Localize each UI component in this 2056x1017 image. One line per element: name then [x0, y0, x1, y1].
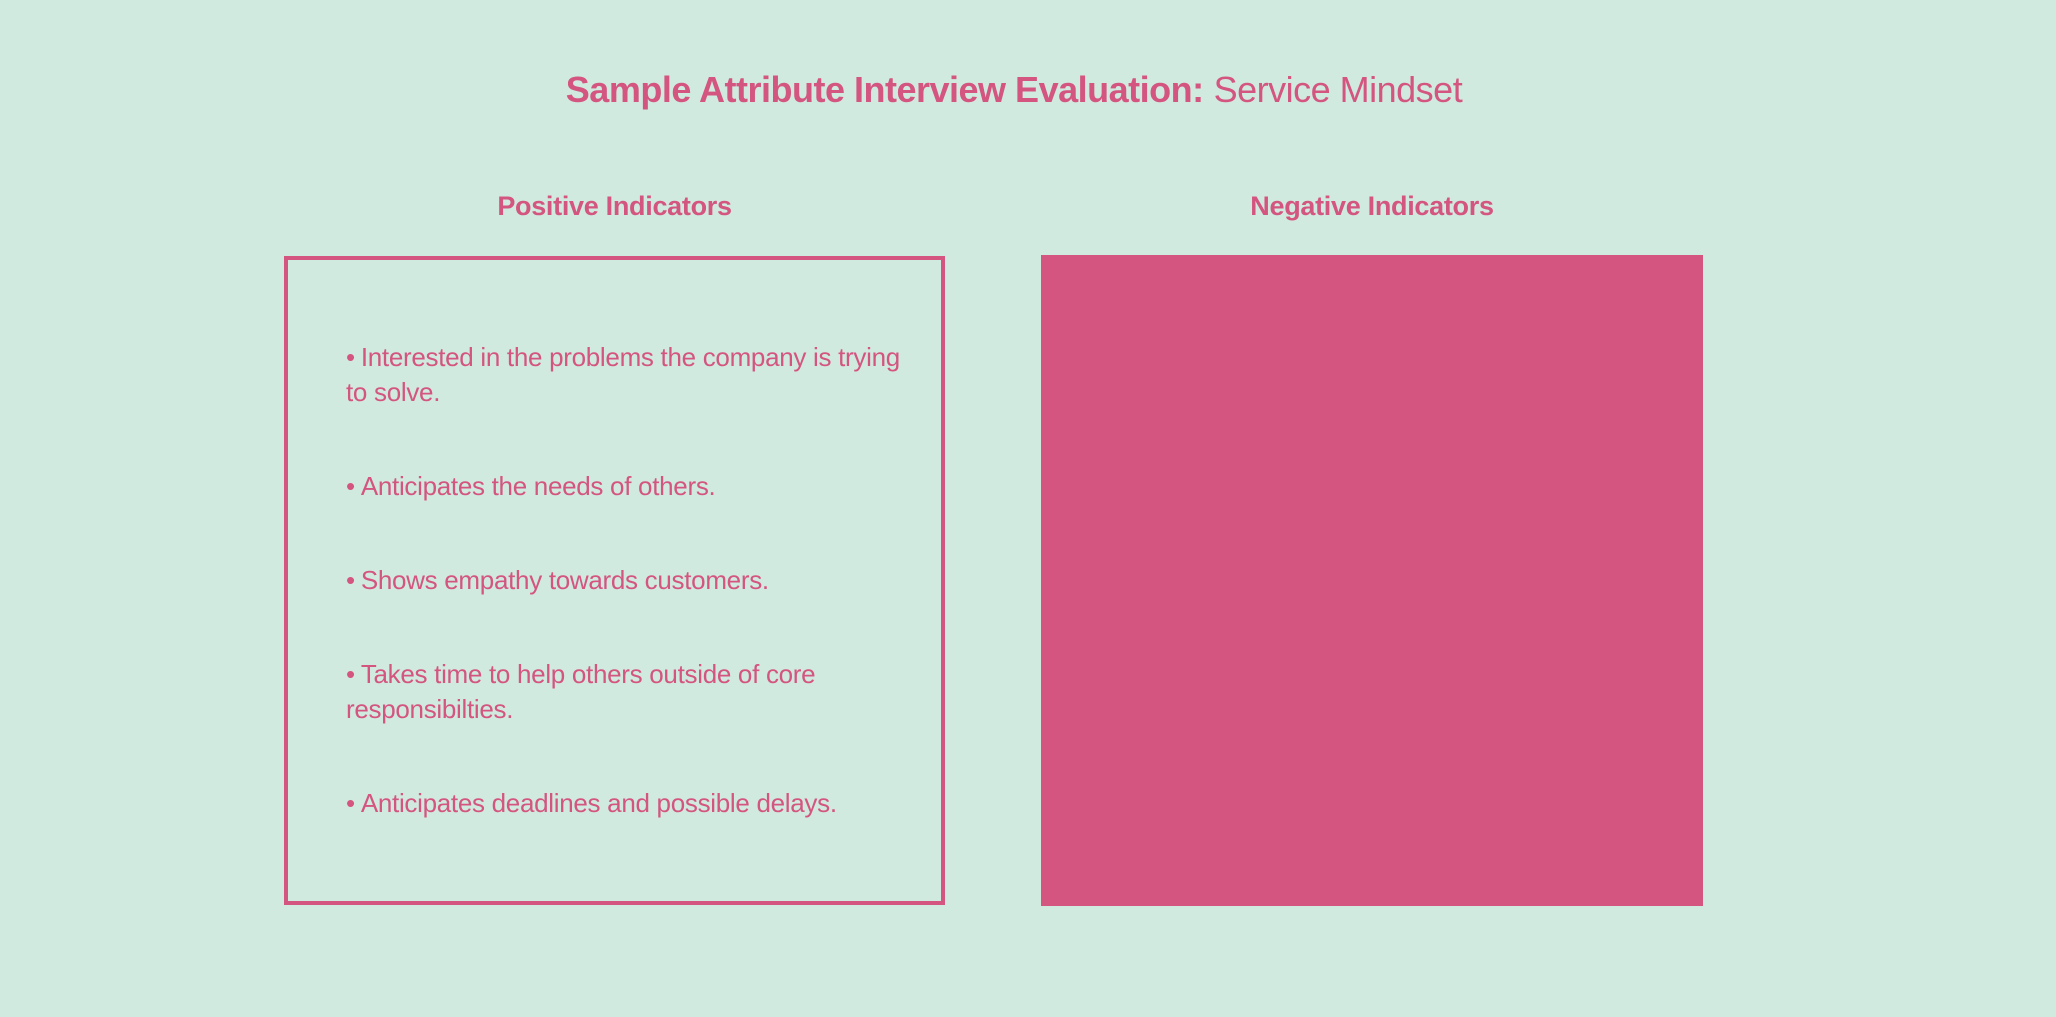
bullet-icon: • [346, 788, 355, 818]
page-title: Sample Attribute Interview Evaluation: Se… [0, 66, 2028, 114]
indicator-text: Anticipates the needs of others. [360, 471, 716, 501]
bullet-icon: • [346, 342, 355, 372]
indicator-text: Interested in the problems the company i… [346, 342, 900, 407]
list-item: • Interested in the problems the company … [346, 340, 906, 410]
bullet-icon: • [346, 471, 355, 501]
negative-indicators-card [1041, 255, 1703, 906]
list-item: • Anticipates the needs of others. [346, 469, 906, 504]
indicator-text: Takes time to help others outside of cor… [346, 659, 816, 724]
list-item: • Anticipates deadlines and possible dela… [346, 786, 906, 821]
positive-indicators-list: • Interested in the problems the company … [346, 340, 906, 821]
bullet-icon: • [346, 659, 355, 689]
positive-indicators-card: • Interested in the problems the company … [284, 256, 945, 905]
positive-indicators-heading: Positive Indicators [497, 191, 732, 221]
page-title-strong: Sample Attribute Interview Evaluation: [565, 69, 1204, 110]
list-item: • Takes time to help others outside of co… [346, 657, 906, 727]
negative-indicators-heading: Negative Indicators [1250, 191, 1494, 221]
bullet-icon: • [346, 565, 355, 595]
page-title-subject: Service Mindset [1213, 69, 1463, 110]
indicator-text: Anticipates deadlines and possible delay… [360, 788, 837, 818]
list-item: • Shows empathy towards customers. [346, 563, 906, 598]
indicator-text: Shows empathy towards customers. [360, 565, 769, 595]
